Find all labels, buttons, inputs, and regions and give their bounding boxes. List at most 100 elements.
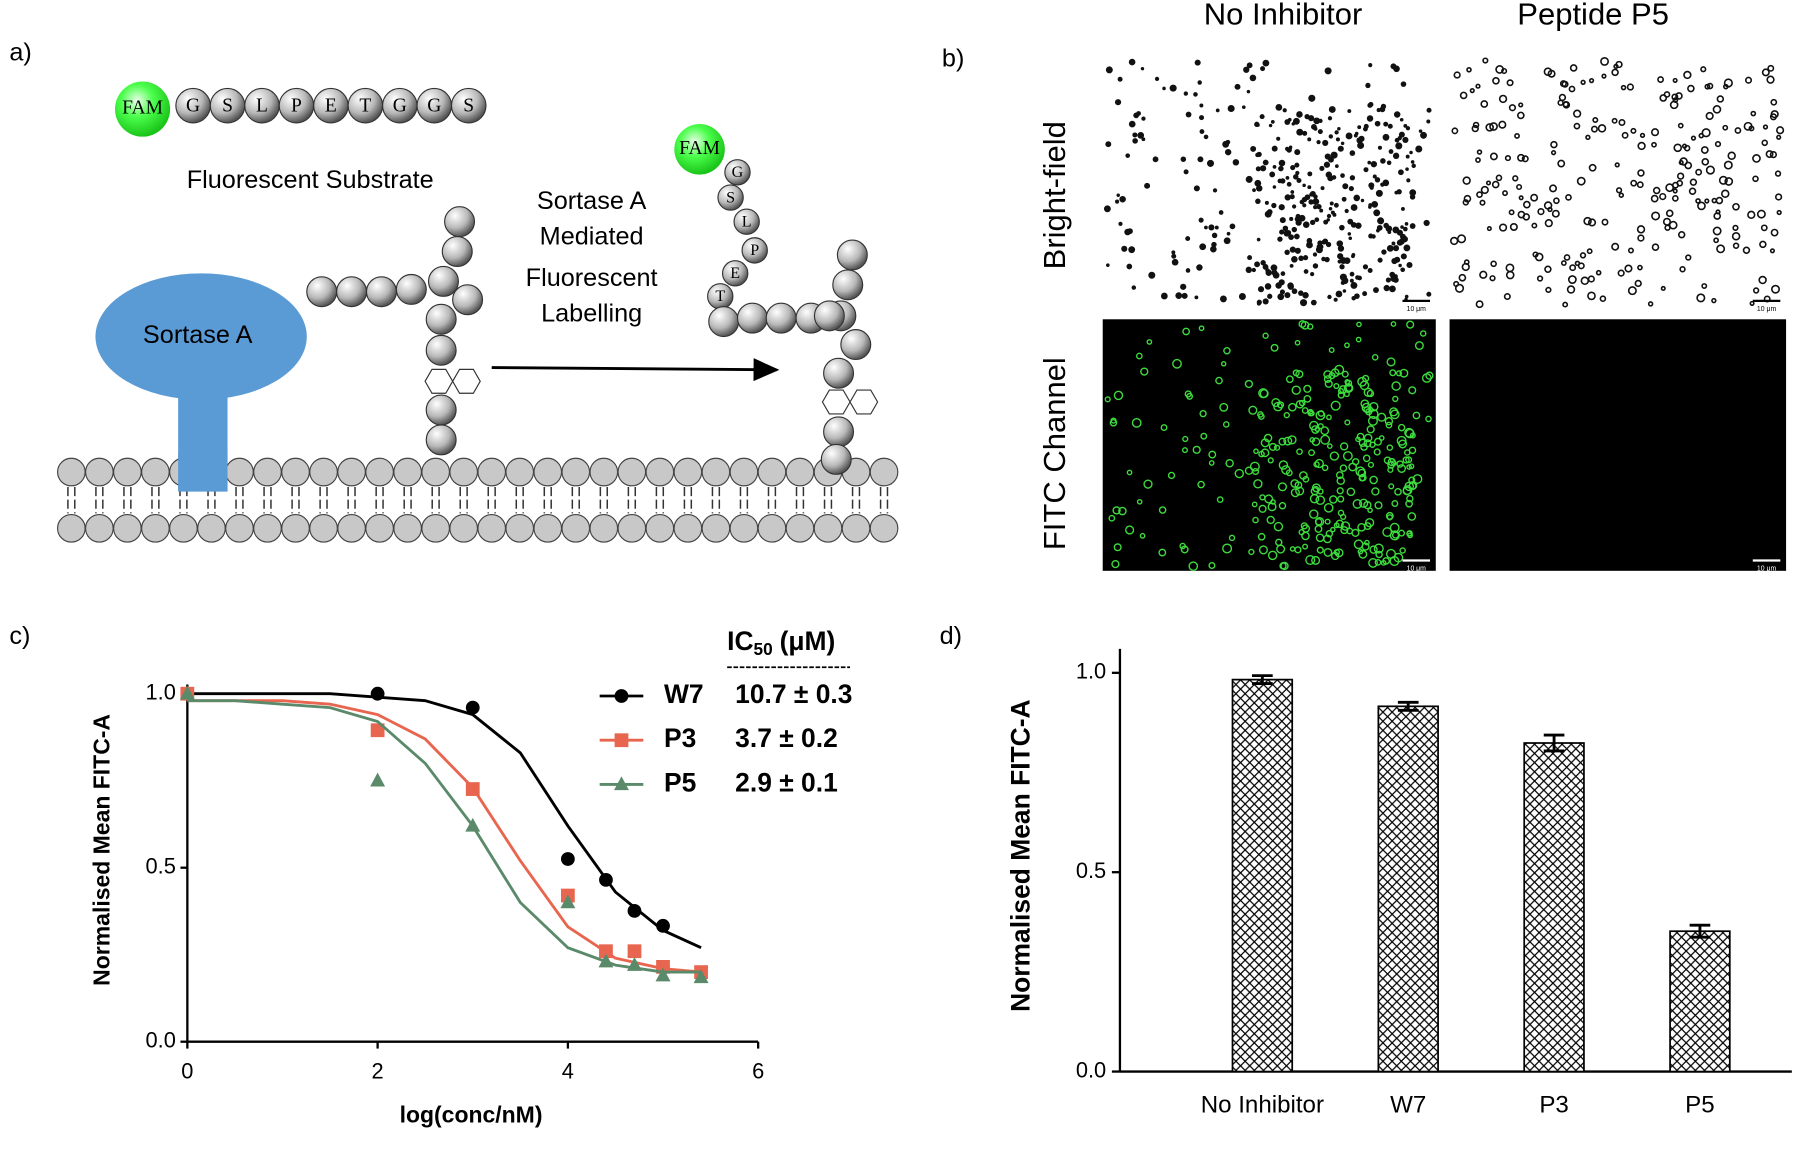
lipid-head — [841, 513, 871, 543]
cell — [1307, 137, 1312, 142]
cell — [1776, 209, 1782, 216]
cell — [1374, 559, 1382, 566]
cell — [1590, 125, 1598, 133]
cell — [1254, 121, 1260, 127]
cell — [1577, 262, 1585, 270]
cell — [1396, 435, 1407, 446]
cell — [1599, 295, 1607, 303]
cell — [1245, 266, 1252, 274]
cell — [1243, 66, 1250, 73]
cell — [1405, 499, 1413, 508]
cell — [1650, 128, 1660, 137]
cell — [1774, 170, 1782, 177]
cell — [1701, 158, 1710, 166]
cell — [1765, 150, 1774, 159]
cell — [1182, 327, 1190, 336]
cell — [1158, 506, 1167, 514]
cell — [1405, 428, 1415, 439]
cell — [1597, 124, 1607, 133]
cell — [1683, 70, 1692, 80]
cell — [1254, 179, 1262, 187]
cell — [1171, 253, 1177, 259]
cell — [1406, 494, 1414, 503]
cell — [1252, 516, 1259, 524]
cell — [1126, 263, 1133, 270]
lipid-head — [869, 513, 899, 543]
lipid-head — [225, 457, 254, 487]
cell — [1302, 221, 1310, 228]
cell — [1531, 222, 1538, 229]
lipid-head — [757, 457, 787, 487]
cell — [1351, 295, 1356, 301]
cell — [1363, 522, 1372, 531]
cell — [1140, 367, 1149, 376]
cell — [1377, 145, 1382, 150]
cell — [1505, 263, 1515, 273]
cell — [1672, 97, 1679, 103]
cell — [1257, 532, 1266, 541]
cell — [1104, 396, 1111, 403]
residue: S — [726, 189, 735, 206]
cell — [1463, 194, 1472, 203]
panel-label: c) — [9, 622, 30, 650]
cell — [1329, 495, 1338, 504]
lipid-head — [505, 457, 535, 487]
cell — [1335, 471, 1344, 480]
cell — [1316, 140, 1321, 145]
cell — [1322, 139, 1329, 147]
lipid-head — [113, 457, 142, 487]
cell — [1185, 268, 1191, 273]
cell — [1362, 291, 1368, 297]
cell — [1752, 154, 1761, 163]
cell — [1559, 80, 1567, 88]
cell — [1626, 83, 1635, 91]
cell — [1169, 84, 1177, 92]
cell — [1402, 456, 1410, 464]
cell — [1280, 561, 1289, 571]
x-tick-label: P3 — [1539, 1091, 1569, 1118]
cell — [1344, 342, 1350, 349]
legend-title-part: 50 — [754, 639, 773, 659]
cell — [1295, 219, 1302, 226]
cell — [1276, 544, 1286, 554]
point — [370, 686, 385, 701]
cell — [1636, 181, 1644, 189]
cell — [1277, 482, 1288, 492]
cell — [1256, 237, 1261, 242]
cell — [1700, 146, 1709, 154]
bead — [336, 276, 368, 308]
legend-name: W7 — [664, 679, 704, 709]
cell — [1295, 370, 1304, 379]
cell — [1222, 140, 1230, 148]
cell — [1313, 461, 1320, 468]
lipid-head — [393, 513, 422, 543]
cell — [1328, 347, 1335, 354]
cell — [1284, 292, 1291, 299]
fam-label: FAM — [122, 98, 163, 119]
cell — [1302, 130, 1308, 136]
cell — [1314, 524, 1323, 533]
cell — [1373, 209, 1381, 217]
cell — [1229, 223, 1236, 230]
bead — [306, 276, 338, 308]
cell — [1490, 260, 1497, 268]
cell — [1611, 242, 1620, 251]
cell — [1701, 283, 1708, 289]
cell — [1337, 495, 1345, 503]
cell — [1313, 194, 1318, 199]
panel-label: a) — [9, 39, 31, 67]
cell — [1280, 271, 1286, 276]
cell — [1294, 339, 1301, 346]
cell — [1684, 161, 1693, 170]
cell — [1118, 221, 1123, 226]
cell — [1262, 298, 1269, 305]
cell — [1289, 246, 1296, 253]
lipid-head — [729, 457, 759, 487]
cell — [1219, 402, 1229, 412]
cell — [1270, 120, 1275, 124]
cell — [1325, 530, 1334, 538]
cell — [1419, 330, 1427, 337]
cell — [1688, 187, 1697, 195]
cell — [1453, 71, 1461, 79]
cell — [1329, 201, 1334, 206]
